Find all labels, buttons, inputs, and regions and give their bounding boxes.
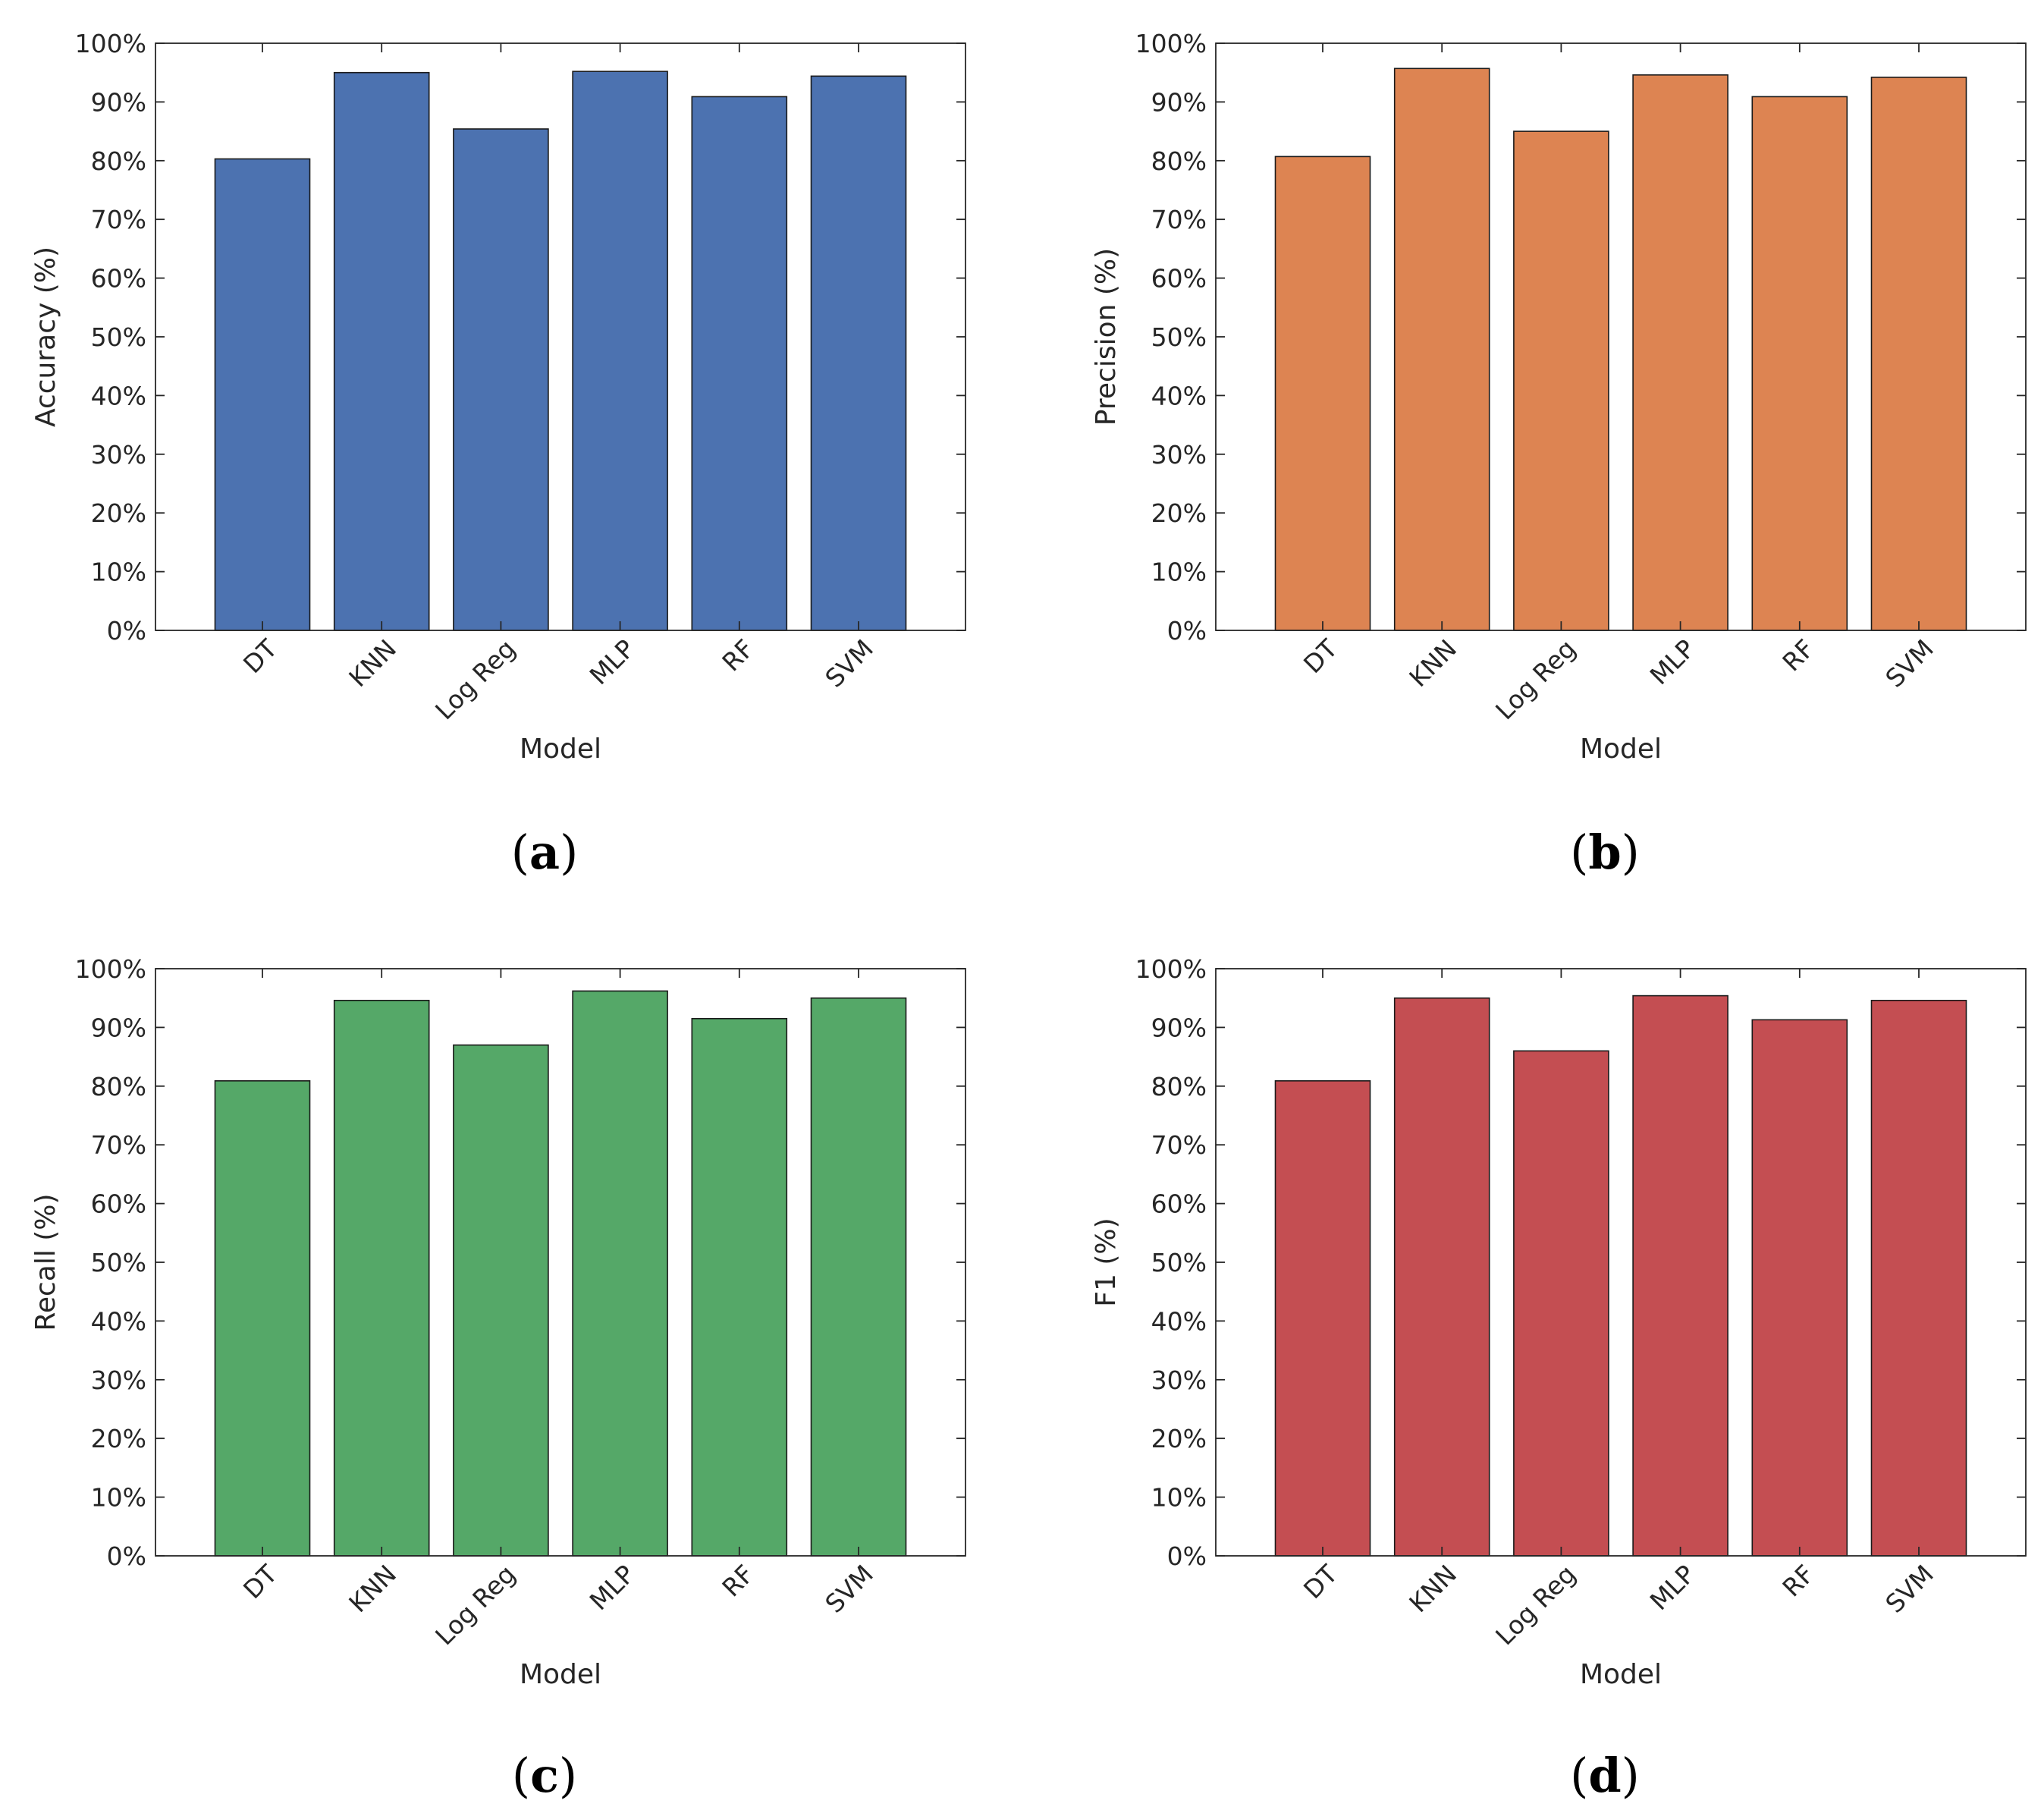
y-tick-label: 70% — [91, 1130, 146, 1160]
bar-log-reg — [453, 1044, 549, 1557]
x-axis-title: Model — [1580, 1659, 1662, 1690]
bar-mlp — [572, 71, 668, 631]
panel-label-letter: c — [530, 1748, 559, 1803]
panel-label-open: ( — [1570, 1748, 1588, 1803]
y-tick-label: 70% — [91, 205, 146, 234]
y-tick-label: 60% — [91, 1189, 146, 1219]
y-tick-label: 60% — [1151, 1189, 1207, 1219]
y-tick-label: 50% — [91, 1248, 146, 1277]
y-axis-title: Precision (%) — [1091, 248, 1122, 426]
y-tick-label: 80% — [91, 1072, 146, 1101]
panel-label-letter: b — [1588, 825, 1621, 880]
x-axis-title: Model — [1580, 734, 1662, 765]
y-tick-label: 90% — [1151, 87, 1207, 117]
x-axis-title: Model — [520, 734, 601, 765]
y-tick-label: 30% — [1151, 1365, 1207, 1395]
chart-panel-d: 0%10%20%30%40%50%60%70%80%90%100%DT KNN Lo… — [1091, 954, 2027, 1803]
y-tick-label: 50% — [91, 322, 146, 352]
bar-rf — [1751, 96, 1848, 631]
panel-label-open: ( — [1570, 825, 1588, 880]
y-axis-title: Recall (%) — [30, 1193, 61, 1331]
panel-label-open: ( — [512, 1748, 530, 1803]
y-tick-label: 40% — [1151, 381, 1207, 410]
panel-label-letter: a — [529, 825, 560, 880]
y-tick-label: 10% — [1151, 1483, 1207, 1513]
panel-label-close: ) — [559, 1748, 577, 1803]
y-tick-label: 30% — [91, 1365, 146, 1395]
y-tick-label: 40% — [91, 381, 146, 410]
panel-label: (a) — [511, 825, 579, 880]
y-tick-label: 10% — [91, 558, 146, 587]
bar-rf — [1751, 1019, 1848, 1557]
y-tick-label: 70% — [1151, 205, 1207, 234]
y-tick-label: 0% — [1167, 1541, 1207, 1571]
y-tick-label: 100% — [1135, 954, 1207, 984]
panel-label-close: ) — [1622, 1748, 1640, 1803]
bar-rf — [691, 96, 788, 631]
y-tick-label: 90% — [91, 87, 146, 117]
chart-panel-a: 0%10%20%30%40%50%60%70%80%90%100%DT KNN Lo… — [30, 29, 966, 880]
y-tick-label: 100% — [75, 29, 146, 58]
y-tick-label: 80% — [91, 146, 146, 176]
y-tick-label: 60% — [1151, 264, 1207, 294]
bar-log-reg — [453, 128, 549, 631]
y-tick-label: 90% — [1151, 1013, 1207, 1042]
bar-log-reg — [1513, 1050, 1609, 1557]
bar-dt — [214, 158, 311, 631]
bar-dt — [1274, 156, 1371, 631]
panel-label: (b) — [1570, 825, 1640, 880]
bar-svm — [1870, 1000, 1967, 1557]
y-tick-label: 100% — [75, 954, 146, 984]
bar-svm — [1870, 77, 1967, 631]
y-tick-label: 90% — [91, 1013, 146, 1042]
bar-dt — [214, 1080, 311, 1557]
bar-dt — [1274, 1080, 1371, 1557]
bar-log-reg — [1513, 130, 1609, 631]
bar-svm — [810, 997, 907, 1557]
y-tick-label: 20% — [91, 498, 146, 528]
panel-label-open: ( — [511, 825, 529, 880]
panel-label-letter: d — [1588, 1748, 1621, 1803]
y-tick-label: 40% — [91, 1306, 146, 1336]
y-tick-label: 20% — [1151, 498, 1207, 528]
y-tick-label: 80% — [1151, 146, 1207, 176]
x-axis-title: Model — [520, 1659, 601, 1690]
y-tick-label: 0% — [107, 1541, 146, 1571]
bar-mlp — [1632, 74, 1728, 631]
bar-knn — [333, 1000, 430, 1557]
panel-label-close: ) — [1622, 825, 1640, 880]
y-tick-label: 40% — [1151, 1306, 1207, 1336]
y-tick-label: 10% — [1151, 558, 1207, 587]
y-axis-title: F1 (%) — [1091, 1218, 1122, 1306]
y-tick-label: 10% — [91, 1483, 146, 1513]
bar-knn — [1393, 68, 1490, 631]
panel-label: (c) — [512, 1748, 577, 1803]
y-tick-label: 50% — [1151, 322, 1207, 352]
bar-mlp — [572, 990, 668, 1557]
y-tick-label: 0% — [107, 616, 146, 646]
bar-svm — [810, 75, 907, 631]
y-tick-label: 80% — [1151, 1072, 1207, 1101]
y-tick-label: 20% — [1151, 1424, 1207, 1453]
y-tick-label: 20% — [91, 1424, 146, 1453]
bar-mlp — [1632, 994, 1728, 1557]
y-tick-label: 100% — [1135, 29, 1207, 58]
y-tick-label: 30% — [1151, 440, 1207, 470]
chart-panel-c: 0%10%20%30%40%50%60%70%80%90%100%DT KNN Lo… — [30, 954, 966, 1803]
chart-panel-b: 0%10%20%30%40%50%60%70%80%90%100%DT KNN Lo… — [1091, 29, 2027, 880]
bar-knn — [333, 71, 430, 631]
y-tick-label: 30% — [91, 440, 146, 470]
y-tick-label: 50% — [1151, 1248, 1207, 1277]
y-tick-label: 70% — [1151, 1130, 1207, 1160]
y-axis-title: Accuracy (%) — [30, 247, 61, 427]
y-tick-label: 0% — [1167, 616, 1207, 646]
bar-knn — [1393, 997, 1490, 1557]
panel-label: (d) — [1570, 1748, 1640, 1803]
panel-label-close: ) — [560, 825, 578, 880]
y-tick-label: 60% — [91, 264, 146, 294]
bar-rf — [691, 1017, 788, 1557]
